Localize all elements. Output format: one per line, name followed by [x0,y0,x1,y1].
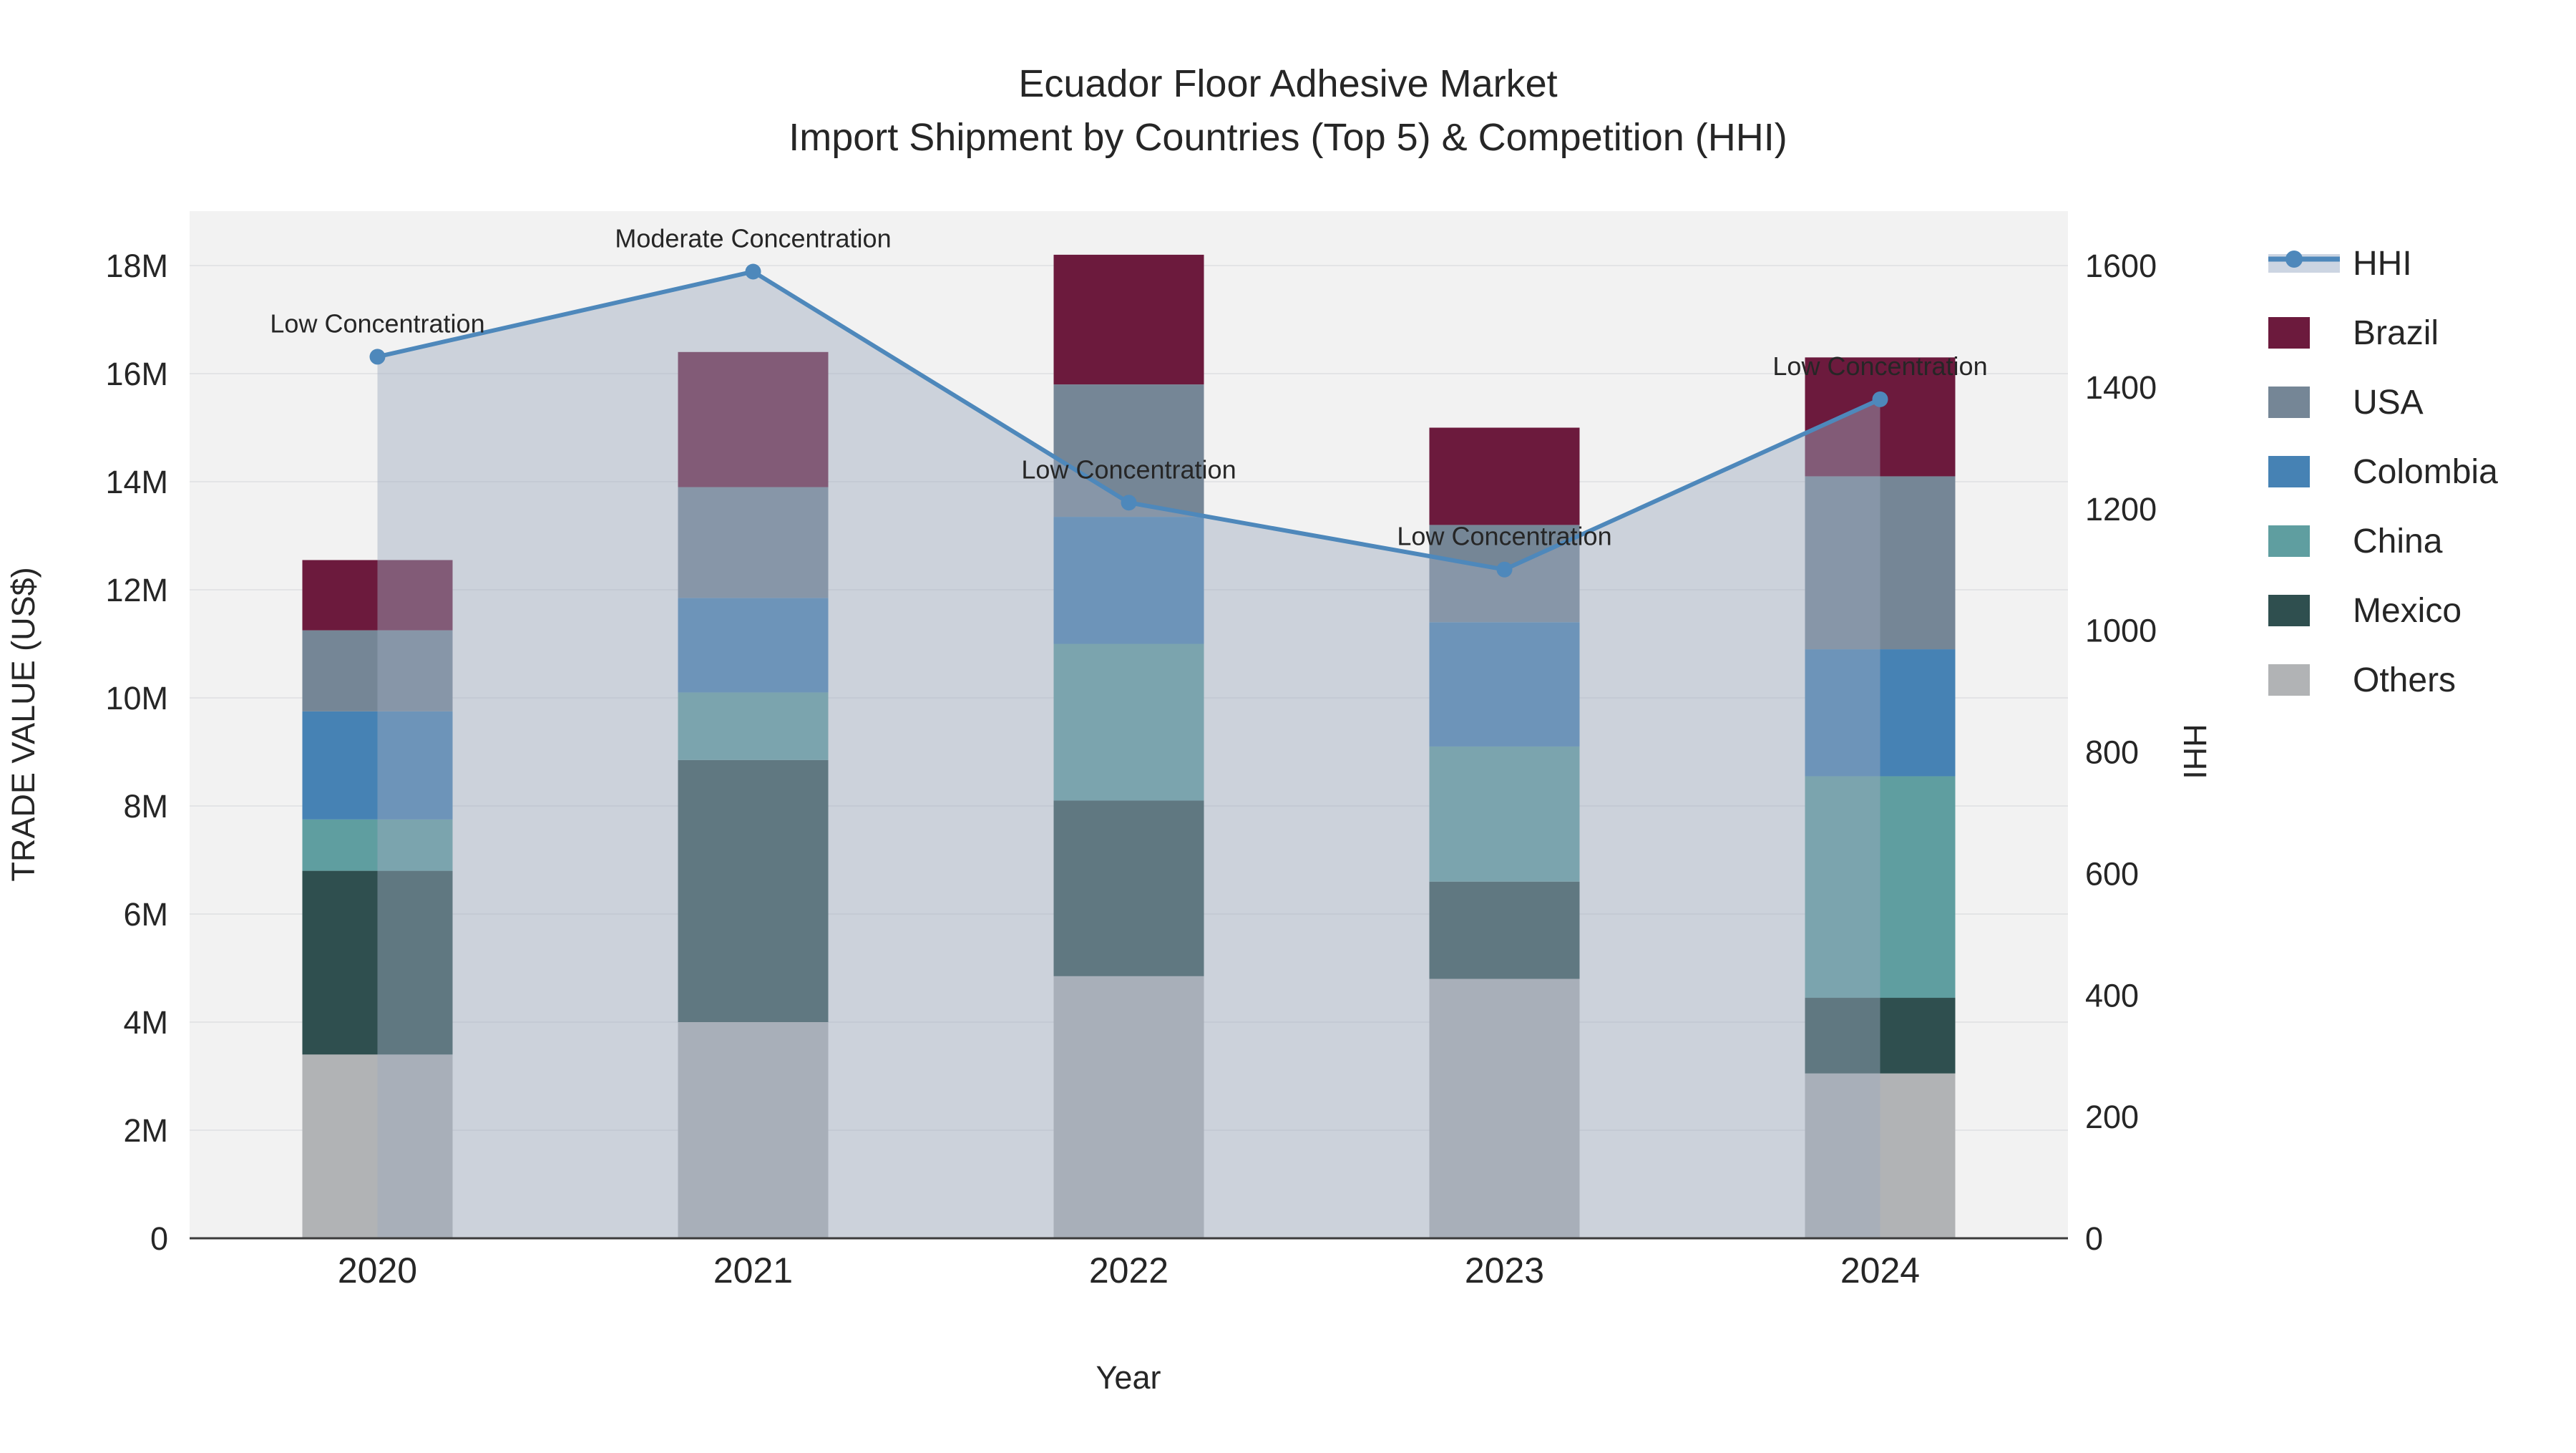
hhi-marker-2024 [1872,391,1888,407]
x-tick-2020: 2020 [338,1250,417,1291]
y-right-tick-1600: 1600 [2085,248,2157,284]
annotation-2023: Low Concentration [1397,522,1611,551]
bar-segment-brazil-2024 [1805,357,1956,477]
legend-hhi-marker-swatch [2285,251,2303,268]
bar-segment-brazil-2023 [1429,427,1580,525]
y-right-tick-600: 600 [2085,855,2139,892]
legend-label-mexico: Mexico [2353,592,2462,630]
legend-label-usa: USA [2353,384,2424,422]
bar-segment-usa-2022 [1053,384,1204,517]
bar-segment-brazil-2022 [1053,254,1204,385]
y-left-tick-2M: 2M [123,1112,168,1149]
bar-segment-colombia-2020 [302,711,453,820]
bar-segment-brazil-2020 [302,560,453,631]
y-left-tick-18M: 18M [105,248,168,284]
bar-segment-usa-2021 [678,487,829,598]
bar-segment-others-2024 [1805,1073,1956,1238]
bar-segment-mexico-2024 [1805,998,1956,1074]
bar-segment-others-2023 [1429,978,1580,1238]
legend-label-hhi: HHI [2353,245,2412,283]
annotation-2022: Low Concentration [1021,455,1236,484]
bar-segment-colombia-2021 [678,598,829,693]
legend-swatch-brazil [2268,317,2310,349]
legend-item-mexico[interactable]: Mexico [2268,592,2462,630]
y-left-tick-16M: 16M [105,356,168,392]
y-left-axis-title: TRADE VALUE (US$) [5,567,42,881]
legend-swatch-others [2268,664,2310,696]
y-left-tick-6M: 6M [123,896,168,933]
legend-swatch-mexico [2268,595,2310,626]
bar-segment-others-2020 [302,1054,453,1238]
y-right-tick-200: 200 [2085,1099,2139,1135]
bar-segment-mexico-2021 [678,759,829,1022]
hhi-marker-2022 [1121,495,1137,511]
legend-label-others: Others [2353,661,2456,699]
x-tick-2021: 2021 [713,1250,793,1291]
bar-segment-china-2021 [678,692,829,760]
bar-segment-others-2021 [678,1022,829,1238]
bar-segment-colombia-2022 [1053,517,1204,644]
y-right-axis-title: HHI [2177,724,2213,779]
x-tick-2023: 2023 [1465,1250,1544,1291]
chart-title-line2: Import Shipment by Countries (Top 5) & C… [789,116,1787,159]
hhi-area-fill [377,271,1880,1238]
chart-title-line1: Ecuador Floor Adhesive Market [1018,62,1557,105]
legend-label-colombia: Colombia [2353,453,2498,491]
bar-segment-usa-2020 [302,630,453,711]
legend-item-others[interactable]: Others [2268,661,2456,699]
bar-segment-mexico-2022 [1053,800,1204,976]
legend-item-china[interactable]: China [2268,523,2443,560]
x-tick-2022: 2022 [1089,1250,1169,1291]
bar-segment-mexico-2023 [1429,881,1580,979]
hhi-marker-2021 [745,263,761,280]
annotation-2020: Low Concentration [270,308,484,338]
y-left-tick-4M: 4M [123,1004,168,1041]
x-tick-2024: 2024 [1840,1250,1920,1291]
bar-segment-others-2022 [1053,976,1204,1238]
y-right-tick-400: 400 [2085,977,2139,1014]
y-right-tick-800: 800 [2085,734,2139,771]
bar-segment-usa-2024 [1805,476,1956,650]
legend-swatch-colombia [2268,456,2310,487]
bar-segment-china-2024 [1805,776,1956,998]
y-right-tick-1400: 1400 [2085,369,2157,406]
y-right-tick-1000: 1000 [2085,613,2157,649]
y-right-tick-1200: 1200 [2085,491,2157,528]
legend-label-brazil: Brazil [2353,314,2439,352]
bar-segment-mexico-2020 [302,870,453,1055]
y-left-tick-8M: 8M [123,788,168,825]
y-left-tick-0: 0 [150,1220,168,1257]
legend-item-colombia[interactable]: Colombia [2268,453,2498,491]
legend-label-china: China [2353,523,2443,560]
bar-segment-china-2020 [302,819,453,871]
bar-segment-china-2022 [1053,643,1204,801]
hhi-marker-2020 [369,349,386,365]
y-left-tick-12M: 12M [105,572,168,608]
legend-swatch-usa [2268,387,2310,418]
legend-item-hhi[interactable]: HHI [2268,245,2412,283]
bar-segment-colombia-2024 [1805,649,1956,777]
legend-swatch-china [2268,525,2310,557]
y-left-tick-10M: 10M [105,680,168,716]
annotation-2021: Moderate Concentration [615,223,891,253]
legend-item-usa[interactable]: USA [2268,384,2424,422]
legend-item-brazil[interactable]: Brazil [2268,314,2439,352]
hhi-marker-2023 [1496,561,1513,578]
bar-segment-china-2023 [1429,746,1580,882]
annotation-2024: Low Concentration [1772,351,1987,381]
y-right-tick-0: 0 [2085,1220,2103,1257]
x-axis-title: Year [1096,1359,1161,1396]
bar-segment-brazil-2021 [678,351,829,487]
y-left-tick-14M: 14M [105,464,168,500]
bar-segment-colombia-2023 [1429,622,1580,747]
